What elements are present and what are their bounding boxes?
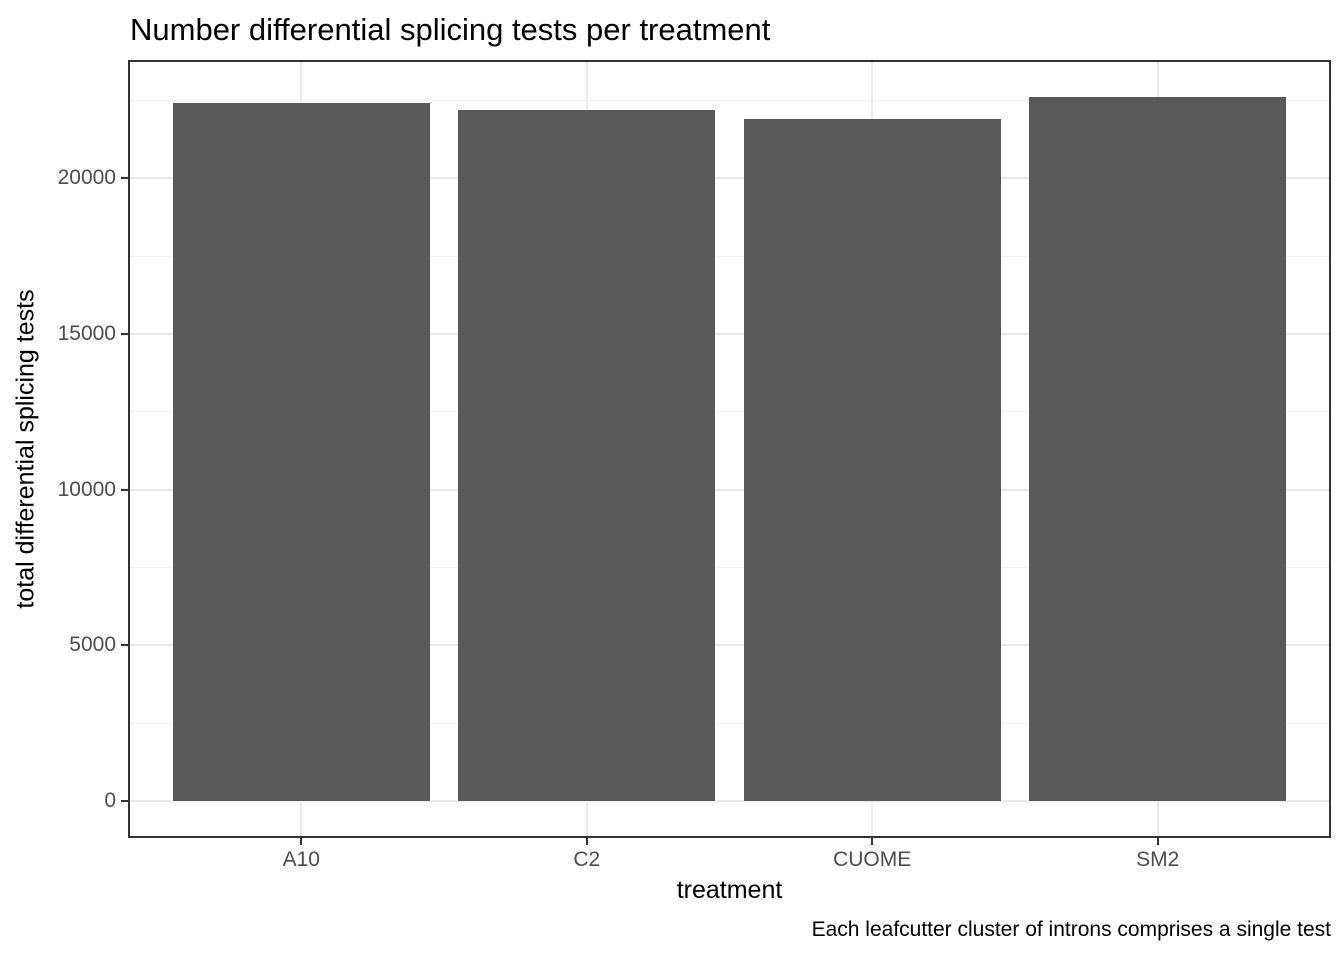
x-tick-mark xyxy=(1156,838,1159,845)
gridline-major-horizontal xyxy=(130,177,1329,180)
bar-cuome xyxy=(743,119,1001,801)
x-tick-label: SM2 xyxy=(1136,848,1180,871)
y-tick-mark xyxy=(121,177,128,180)
gridline-major-horizontal xyxy=(130,332,1329,335)
y-tick-label: 10000 xyxy=(57,477,116,501)
gridline-major-horizontal xyxy=(130,488,1329,491)
x-tick-label: A10 xyxy=(282,848,320,871)
x-tick-mark xyxy=(585,838,588,845)
y-tick-label: 0 xyxy=(104,788,116,812)
bar-c2 xyxy=(458,109,716,801)
gridline-minor-horizontal xyxy=(130,255,1329,257)
y-tick-mark xyxy=(121,644,128,647)
x-tick-mark xyxy=(300,838,303,845)
gridline-minor-horizontal xyxy=(130,722,1329,724)
gridline-minor-horizontal xyxy=(130,411,1329,413)
y-tick-label: 5000 xyxy=(69,633,116,657)
gridline-major-horizontal xyxy=(130,799,1329,802)
chart-title: Number differential splicing tests per t… xyxy=(130,12,771,47)
chart-caption: Each leafcutter cluster of introns compr… xyxy=(811,918,1331,941)
gridline-minor-horizontal xyxy=(130,99,1329,101)
gridline-minor-horizontal xyxy=(130,566,1329,568)
bar-sm2 xyxy=(1029,97,1287,801)
y-tick-label: 15000 xyxy=(57,321,116,345)
y-tick-mark xyxy=(121,488,128,491)
y-tick-mark xyxy=(121,332,128,335)
x-tick-label: C2 xyxy=(573,848,601,871)
gridline-major-horizontal xyxy=(130,644,1329,647)
bar-a10 xyxy=(172,103,430,801)
y-tick-mark xyxy=(121,799,128,802)
x-tick-mark xyxy=(871,838,874,845)
x-axis-title: treatment xyxy=(676,876,783,904)
plot-panel xyxy=(128,60,1331,838)
x-tick-label: CUOME xyxy=(833,848,912,871)
y-tick-label: 20000 xyxy=(57,166,116,190)
